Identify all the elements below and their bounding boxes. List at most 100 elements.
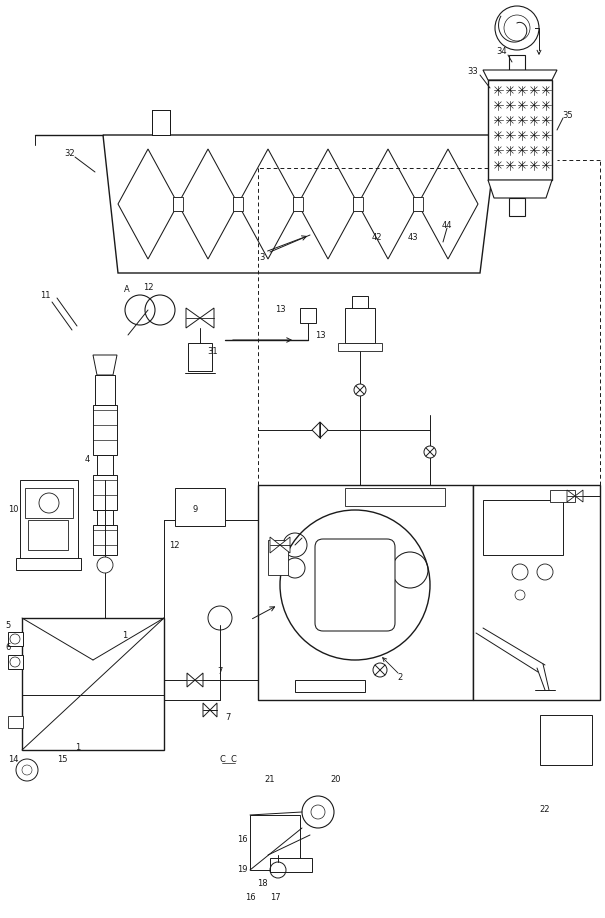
Polygon shape (203, 703, 210, 717)
Text: 44: 44 (442, 220, 453, 230)
Circle shape (97, 557, 113, 573)
Polygon shape (298, 149, 358, 259)
Bar (250, 815, 300, 870)
Bar (93, 525, 117, 555)
Text: 32: 32 (65, 149, 75, 158)
Polygon shape (93, 355, 117, 375)
Bar (175, 488, 225, 526)
Text: 33: 33 (468, 68, 479, 76)
Text: 42: 42 (371, 232, 382, 241)
Bar (93, 405, 117, 455)
Polygon shape (118, 149, 178, 259)
Text: 35: 35 (563, 110, 574, 119)
Polygon shape (195, 673, 203, 687)
Bar (258, 485, 473, 700)
Polygon shape (312, 422, 320, 438)
Bar (483, 500, 563, 555)
Text: 9: 9 (192, 506, 198, 514)
Polygon shape (210, 703, 217, 717)
Text: 17: 17 (270, 892, 280, 901)
Circle shape (424, 446, 436, 458)
Bar (413, 197, 423, 211)
Bar (233, 197, 243, 211)
Bar (28, 520, 68, 550)
Text: 2: 2 (397, 674, 402, 682)
Bar (353, 197, 363, 211)
Text: 13: 13 (275, 306, 286, 315)
Text: C: C (219, 756, 225, 765)
Text: 18: 18 (257, 879, 267, 888)
Text: 14: 14 (8, 756, 19, 765)
Bar (16, 558, 81, 570)
Text: 6: 6 (5, 644, 10, 653)
Text: 7: 7 (225, 712, 231, 722)
Text: 1: 1 (76, 744, 80, 753)
Polygon shape (270, 537, 280, 553)
Text: 7: 7 (217, 667, 223, 677)
Bar (295, 680, 365, 692)
Bar (173, 197, 183, 211)
Polygon shape (178, 149, 238, 259)
Text: 43: 43 (408, 232, 418, 241)
Text: 11: 11 (40, 290, 50, 299)
Bar (352, 296, 368, 310)
Polygon shape (187, 673, 195, 687)
Bar (540, 715, 592, 765)
Text: 15: 15 (57, 756, 67, 765)
Bar (353, 197, 363, 211)
Polygon shape (567, 490, 575, 502)
Bar (345, 308, 375, 343)
Bar (152, 110, 170, 135)
Text: 4: 4 (84, 455, 90, 465)
Bar (93, 475, 117, 510)
Text: 22: 22 (540, 805, 551, 814)
Bar (152, 110, 170, 135)
Bar (8, 655, 23, 669)
Bar (97, 510, 113, 525)
Polygon shape (575, 490, 583, 502)
Text: 10: 10 (8, 506, 19, 514)
Circle shape (354, 384, 366, 396)
Bar (268, 540, 288, 575)
Text: 19: 19 (238, 866, 248, 875)
Bar (8, 632, 23, 646)
Text: 12: 12 (143, 284, 153, 293)
Text: 16: 16 (237, 835, 248, 845)
Polygon shape (200, 308, 214, 328)
Text: 31: 31 (208, 348, 218, 356)
Bar (95, 375, 115, 405)
Polygon shape (488, 180, 552, 198)
Bar (300, 308, 316, 323)
Polygon shape (483, 70, 557, 80)
Polygon shape (238, 149, 298, 259)
Bar (25, 488, 73, 518)
Bar (509, 198, 525, 216)
Bar (188, 343, 212, 371)
Bar (509, 55, 525, 70)
Text: 12: 12 (169, 541, 179, 550)
Bar (550, 490, 575, 502)
Text: 20: 20 (331, 776, 341, 785)
Text: 34: 34 (497, 48, 508, 57)
Polygon shape (418, 149, 478, 259)
Bar (270, 858, 312, 872)
Text: 1: 1 (122, 631, 128, 640)
Bar (473, 485, 600, 700)
Bar (173, 197, 183, 211)
Bar (345, 488, 445, 506)
Text: 5: 5 (5, 621, 10, 630)
Polygon shape (358, 149, 418, 259)
Bar (413, 197, 423, 211)
Circle shape (373, 663, 387, 677)
Bar (488, 80, 552, 180)
FancyBboxPatch shape (315, 539, 395, 631)
Polygon shape (186, 308, 200, 328)
Bar (338, 343, 382, 351)
Polygon shape (280, 537, 290, 553)
Text: 3: 3 (260, 253, 265, 263)
Text: 16: 16 (244, 892, 255, 901)
Text: A: A (124, 285, 130, 295)
Text: 21: 21 (265, 776, 275, 785)
Bar (233, 197, 243, 211)
Bar (293, 197, 303, 211)
